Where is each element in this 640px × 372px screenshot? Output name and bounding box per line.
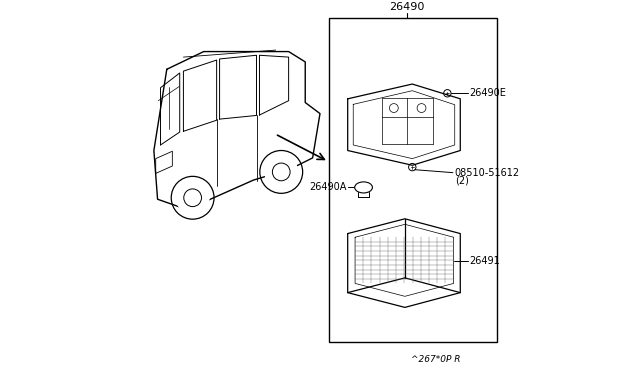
- Text: 26490A: 26490A: [310, 182, 347, 192]
- Bar: [329, 17, 497, 343]
- Circle shape: [175, 181, 210, 215]
- Text: 08510-51612: 08510-51612: [455, 168, 520, 178]
- Text: (2): (2): [455, 176, 468, 186]
- Text: 26490E: 26490E: [470, 88, 506, 98]
- Text: 26491: 26491: [470, 256, 500, 266]
- Circle shape: [264, 155, 298, 189]
- Text: 26490: 26490: [389, 2, 424, 12]
- Text: ^267*0P R: ^267*0P R: [411, 355, 460, 364]
- Ellipse shape: [355, 182, 372, 193]
